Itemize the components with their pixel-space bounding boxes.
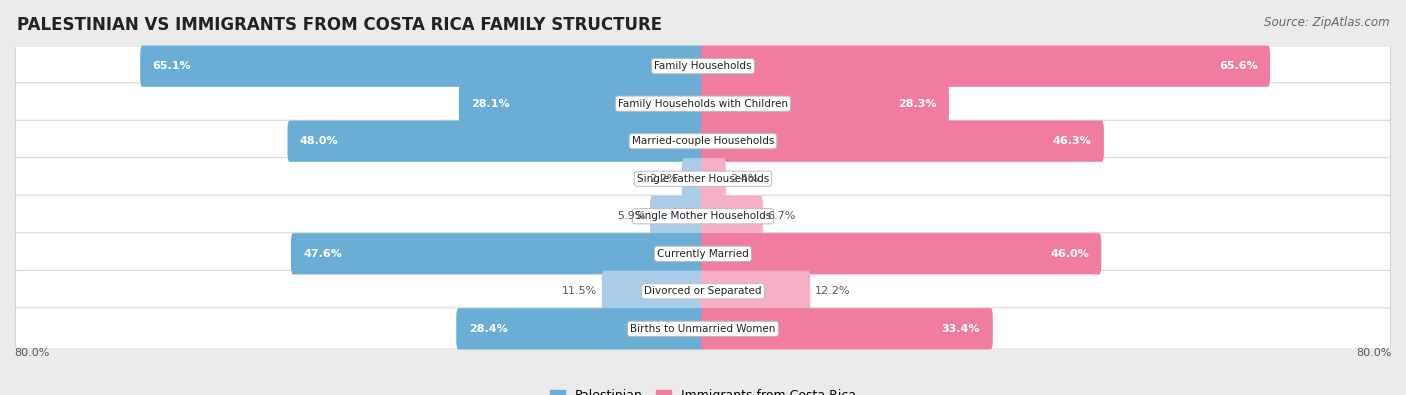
Text: 6.7%: 6.7% (768, 211, 796, 221)
FancyBboxPatch shape (700, 83, 949, 124)
Text: 12.2%: 12.2% (815, 286, 851, 296)
FancyBboxPatch shape (15, 233, 1391, 275)
Text: 11.5%: 11.5% (562, 286, 598, 296)
Text: 46.3%: 46.3% (1053, 136, 1091, 146)
FancyBboxPatch shape (700, 45, 1270, 87)
Text: Single Father Households: Single Father Households (637, 174, 769, 184)
Text: Currently Married: Currently Married (657, 249, 749, 259)
Text: 28.3%: 28.3% (898, 99, 936, 109)
Text: 65.1%: 65.1% (153, 61, 191, 71)
Text: Married-couple Households: Married-couple Households (631, 136, 775, 146)
Text: 46.0%: 46.0% (1050, 249, 1088, 259)
FancyBboxPatch shape (15, 270, 1391, 312)
FancyBboxPatch shape (15, 195, 1391, 237)
FancyBboxPatch shape (15, 83, 1391, 125)
FancyBboxPatch shape (700, 271, 810, 312)
FancyBboxPatch shape (15, 308, 1391, 350)
FancyBboxPatch shape (700, 196, 763, 237)
FancyBboxPatch shape (700, 233, 1101, 275)
FancyBboxPatch shape (458, 83, 706, 124)
Text: Family Households with Children: Family Households with Children (619, 99, 787, 109)
Text: 28.4%: 28.4% (468, 324, 508, 334)
FancyBboxPatch shape (291, 233, 706, 275)
Text: 80.0%: 80.0% (1357, 348, 1392, 357)
FancyBboxPatch shape (682, 158, 706, 199)
Text: 48.0%: 48.0% (299, 136, 339, 146)
FancyBboxPatch shape (15, 120, 1391, 162)
FancyBboxPatch shape (700, 308, 993, 350)
Text: 33.4%: 33.4% (942, 324, 980, 334)
Text: 28.1%: 28.1% (471, 99, 510, 109)
FancyBboxPatch shape (141, 45, 706, 87)
FancyBboxPatch shape (457, 308, 706, 350)
Legend: Palestinian, Immigrants from Costa Rica: Palestinian, Immigrants from Costa Rica (546, 384, 860, 395)
Text: 65.6%: 65.6% (1219, 61, 1257, 71)
Text: Family Households: Family Households (654, 61, 752, 71)
FancyBboxPatch shape (15, 45, 1391, 87)
FancyBboxPatch shape (700, 120, 1104, 162)
FancyBboxPatch shape (700, 158, 725, 199)
Text: Single Mother Households: Single Mother Households (636, 211, 770, 221)
FancyBboxPatch shape (15, 158, 1391, 200)
Text: PALESTINIAN VS IMMIGRANTS FROM COSTA RICA FAMILY STRUCTURE: PALESTINIAN VS IMMIGRANTS FROM COSTA RIC… (17, 16, 662, 34)
FancyBboxPatch shape (602, 271, 706, 312)
FancyBboxPatch shape (287, 120, 706, 162)
FancyBboxPatch shape (650, 196, 706, 237)
Text: 5.9%: 5.9% (617, 211, 645, 221)
Text: 80.0%: 80.0% (14, 348, 49, 357)
Text: 2.2%: 2.2% (648, 174, 678, 184)
Text: Source: ZipAtlas.com: Source: ZipAtlas.com (1264, 16, 1389, 29)
Text: Births to Unmarried Women: Births to Unmarried Women (630, 324, 776, 334)
Text: Divorced or Separated: Divorced or Separated (644, 286, 762, 296)
Text: 47.6%: 47.6% (304, 249, 342, 259)
Text: 2.4%: 2.4% (731, 174, 759, 184)
